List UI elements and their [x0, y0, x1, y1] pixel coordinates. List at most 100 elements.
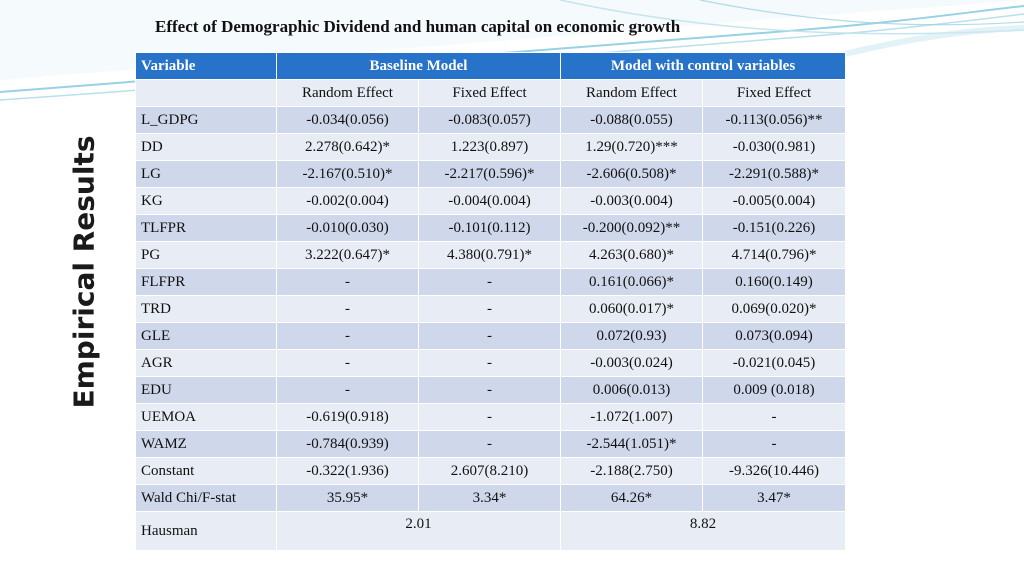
value-cell: -0.101(0.112) — [417, 214, 562, 242]
value-cell: -0.021(0.045) — [702, 349, 847, 377]
value-cell: - — [417, 376, 562, 404]
variable-name-cell: TLFPR — [135, 214, 277, 242]
value-cell: - — [276, 349, 419, 377]
variable-name-cell: Wald Chi/F-stat — [135, 484, 277, 512]
value-cell: 2.607(8.210) — [417, 457, 562, 485]
table-row: TLFPR -0.010(0.030) -0.101(0.112) -0.200(0.… — [135, 214, 847, 242]
value-cell: -0.088(0.055) — [560, 106, 704, 134]
subheader-cell: Fixed Effect — [417, 79, 562, 107]
value-cell: -0.784(0.939) — [276, 430, 419, 458]
variable-name-cell: AGR — [135, 349, 277, 377]
table-row: TRD - -0.060(0.017)* 0.069(0.020)* — [135, 295, 847, 323]
value-cell: 64.26* — [560, 484, 704, 512]
value-cell: - — [702, 430, 847, 458]
value-cell: - — [417, 403, 562, 431]
value-cell: - — [417, 430, 562, 458]
variable-name-cell: GLE — [135, 322, 277, 350]
table-row: Constant -0.322(1.936) 2.607(8.210) -2.188(… — [135, 457, 847, 485]
value-cell: -2.544(1.051)* — [560, 430, 704, 458]
side-title: Empirical Results — [67, 135, 101, 409]
value-cell: -0.003(0.004) — [560, 187, 704, 215]
variable-name-cell: EDU — [135, 376, 277, 404]
value-cell: -9.326(10.446) — [702, 457, 847, 485]
header-variable: Variable — [135, 52, 277, 80]
results-table: Variable Baseline Model Model with contr… — [135, 52, 847, 551]
value-cell: -2.291(0.588)* — [702, 160, 847, 188]
variable-name-cell: KG — [135, 187, 277, 215]
table-row: FLFPR - -0.161(0.066)* 0.160(0.149) — [135, 268, 847, 296]
variable-name-cell: Constant — [135, 457, 277, 485]
value-cell: -1.072(1.007) — [560, 403, 704, 431]
variable-name-cell: FLFPR — [135, 268, 277, 296]
table-row: GLE - -0.072(0.93) 0.073(0.094) — [135, 322, 847, 350]
header-baseline-model: Baseline Model — [275, 52, 562, 80]
value-cell: -0.010(0.030) — [276, 214, 419, 242]
value-cell: - — [417, 295, 562, 323]
value-cell: 0.072(0.93) — [560, 322, 704, 350]
table-row: EDU - -0.006(0.013) 0.009 (0.018) — [135, 376, 847, 404]
table-row: KG -0.002(0.004) -0.004(0.004) -0.003(0.004… — [135, 187, 847, 215]
value-cell: 1.29(0.720)*** — [560, 133, 704, 161]
value-cell: -0.003(0.024) — [560, 349, 704, 377]
value-cell: -0.030(0.981) — [702, 133, 847, 161]
value-cell: - — [417, 268, 562, 296]
table-row: Wald Chi/F-stat 35.95* 3.34* 64.26* 3.47* — [135, 484, 847, 512]
variable-name-cell: TRD — [135, 295, 277, 323]
value-cell: - — [417, 349, 562, 377]
slide-title: Effect of Demographic Dividend and human… — [155, 17, 681, 36]
value-cell: -0.034(0.056) — [276, 106, 419, 134]
variable-name-cell: LG — [135, 160, 277, 188]
value-cell: -0.322(1.936) — [276, 457, 419, 485]
variable-name-cell: Hausman — [135, 511, 277, 551]
variable-name-cell: DD — [135, 133, 277, 161]
table-row: L_GDPG -0.034(0.056) -0.083(0.057) -0.088(0… — [135, 106, 847, 134]
value-cell: -2.217(0.596)* — [417, 160, 562, 188]
value-cell: -0.151(0.226) — [702, 214, 847, 242]
hausman-row: Hausman 2.01 8.82 — [135, 511, 847, 551]
hausman-control-value: 8.82 — [560, 511, 847, 551]
value-cell: 0.006(0.013) — [560, 376, 704, 404]
variable-name-cell: WAMZ — [135, 430, 277, 458]
value-cell: 0.069(0.020)* — [702, 295, 847, 323]
subheader-cell: Random Effect — [276, 79, 419, 107]
value-cell: 4.380(0.791)* — [417, 241, 562, 269]
value-cell: -0.113(0.056)** — [702, 106, 847, 134]
table-row: UEMOA -0.619(0.918) - -1.072(1.007) - — [135, 403, 847, 431]
value-cell: -0.619(0.918) — [276, 403, 419, 431]
value-cell: 35.95* — [276, 484, 419, 512]
value-cell: 2.278(0.642)* — [276, 133, 419, 161]
table-row: LG -2.167(0.510)* -2.217(0.596)* -2.606(0.5… — [135, 160, 847, 188]
value-cell: - — [417, 322, 562, 350]
subheader-cell: Random Effect — [560, 79, 704, 107]
value-cell: -0.005(0.004) — [702, 187, 847, 215]
value-cell: -0.002(0.004) — [276, 187, 419, 215]
value-cell: 3.222(0.647)* — [276, 241, 419, 269]
value-cell: -2.606(0.508)* — [560, 160, 704, 188]
variable-name-cell: PG — [135, 241, 277, 269]
value-cell: - — [276, 295, 419, 323]
table-row: AGR - - -0.003(0.024) -0.021(0.045) — [135, 349, 847, 377]
subheader-blank — [135, 79, 277, 107]
value-cell: 0.009 (0.018) — [702, 376, 847, 404]
value-cell: -0.004(0.004) — [417, 187, 562, 215]
table-row: WAMZ -0.784(0.939) - -2.544(1.051)* - — [135, 430, 847, 458]
value-cell: - — [276, 268, 419, 296]
hausman-baseline-value: 2.01 — [275, 511, 562, 551]
variable-name-cell: UEMOA — [135, 403, 277, 431]
value-cell: 0.060(0.017)* — [560, 295, 704, 323]
value-cell: 4.263(0.680)* — [560, 241, 704, 269]
value-cell: 3.47* — [702, 484, 847, 512]
value-cell: - — [276, 322, 419, 350]
value-cell: -0.083(0.057) — [417, 106, 562, 134]
header-control-model: Model with control variables — [560, 52, 847, 80]
value-cell: -0.200(0.092)** — [560, 214, 704, 242]
value-cell: - — [276, 376, 419, 404]
variable-name-cell: L_GDPG — [135, 106, 277, 134]
subheader-row: Random Effect Fixed Effect Random Effect… — [135, 79, 847, 107]
subheader-cell: Fixed Effect — [702, 79, 847, 107]
table-row: PG 3.222(0.647)* 4.380(0.791)* 4.263(0.680)… — [135, 241, 847, 269]
value-cell: 3.34* — [417, 484, 562, 512]
table-row: DD 2.278(0.642)* 1.223(0.897) 1.29(0.720)**… — [135, 133, 847, 161]
value-cell: 1.223(0.897) — [417, 133, 562, 161]
value-cell: 0.160(0.149) — [702, 268, 847, 296]
